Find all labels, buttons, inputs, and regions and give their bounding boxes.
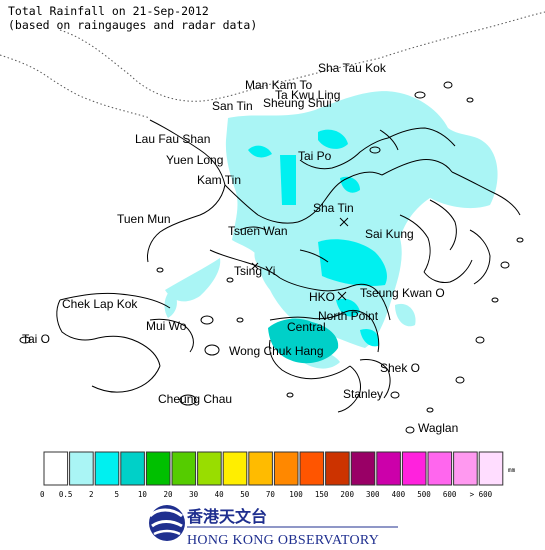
legend-tick-label: 150 (315, 490, 329, 499)
legend-swatch (120, 451, 145, 486)
logo-chinese-name: 香港天文台 (186, 507, 267, 526)
legend-swatch (427, 451, 453, 486)
station-markers (251, 217, 349, 301)
place-label: Yuen Long (166, 153, 223, 167)
place-label: Waglan (418, 421, 458, 435)
rainfall-mid (248, 129, 387, 347)
legend-swatch (478, 451, 504, 486)
islands (19, 81, 524, 434)
place-label: Sheung Shui (263, 96, 332, 110)
legend-tick-label: 500 (417, 490, 431, 499)
legend-swatch (43, 451, 69, 486)
legend-tick-label: 100 (289, 490, 303, 499)
rainfall-legend: 0 0.5 2 5 10 20 30 40 50 70 100 150 200 300 400 500 600 >… (40, 451, 504, 499)
legend-tick-label: 200 (340, 490, 354, 499)
place-label: Tuen Mun (117, 212, 171, 226)
place-label: Cheung Chau (158, 392, 232, 406)
legend-tick-label: 20 (163, 490, 173, 499)
place-label: HKO (309, 290, 335, 304)
place-label: Lau Fau Shan (135, 132, 210, 146)
legend-tick-label: > 600 (470, 490, 493, 499)
place-label: Tai O (22, 332, 50, 346)
place-label: Mui Wo (146, 319, 187, 333)
legend-tick-label: 70 (266, 490, 276, 499)
legend-swatch (94, 451, 120, 486)
legend-tick-label: 10 (138, 490, 148, 499)
legend-swatch (248, 451, 273, 486)
logo-english-name: HONG KONG OBSERVATORY (187, 533, 379, 548)
place-label: Sha Tin (313, 201, 354, 215)
mainland-boundary (59, 11, 545, 102)
place-label: Tai Po (298, 149, 332, 163)
legend-swatch (299, 451, 325, 486)
rainfall-heavy (268, 318, 339, 364)
place-label: Wong Chuk Hang (229, 344, 324, 358)
place-label: Man Kam To (245, 78, 312, 92)
legend-tick-label: 600 (443, 490, 457, 499)
legend-swatch (325, 451, 350, 486)
place-label: Shek O (380, 361, 420, 375)
map-subtitle: (based on raingauges and radar data) (8, 18, 258, 32)
legend-swatch (145, 451, 171, 486)
place-label: Kam Tin (197, 173, 241, 187)
place-label: Tsuen Wan (228, 224, 288, 238)
legend-swatch (401, 451, 427, 486)
legend-swatch (350, 451, 376, 486)
legend-tick-label: 300 (366, 490, 380, 499)
place-label: North Point (318, 309, 379, 323)
legend-tick-label: 40 (215, 490, 225, 499)
place-label: Central (287, 320, 326, 334)
place-label: Chek Lap Kok (62, 297, 138, 311)
deep-bay-coast (0, 54, 151, 119)
place-label: Sai Kung (365, 227, 414, 241)
legend-swatch (222, 451, 248, 486)
legend-swatch (376, 451, 401, 486)
place-label: Stanley (343, 387, 383, 401)
legend-swatch (273, 451, 299, 486)
legend-swatch (69, 451, 94, 486)
legend-tick-label: 0.5 (59, 490, 73, 499)
place-label: Tseung Kwan O (360, 286, 445, 300)
place-label: Tsing Yi (234, 264, 275, 278)
legend-tick-label: 400 (392, 490, 406, 499)
place-labels: Sha Tau Kok Man Kam To Ta Kwu Ling San T… (22, 61, 458, 435)
legend-tick-label: 30 (189, 490, 199, 499)
legend-swatch (171, 451, 197, 486)
map-title: Total Rainfall on 21-Sep-2012 (8, 4, 209, 18)
legend-tick-label: 2 (89, 490, 94, 499)
place-label: Sha Tau Kok (318, 61, 387, 75)
legend-tick-label: 50 (240, 490, 250, 499)
legend-tick-label: 5 (115, 490, 120, 499)
legend-swatch (197, 451, 222, 486)
legend-swatch (453, 451, 478, 486)
place-label: Ta Kwu Ling (275, 88, 340, 102)
legend-unit: mm (508, 467, 516, 474)
coastlines (56, 119, 521, 413)
hko-logo: 香港天文台 HONG KONG OBSERVATORY (148, 505, 398, 548)
place-label: San Tin (212, 99, 253, 113)
legend-tick-label: 0 (40, 490, 45, 499)
